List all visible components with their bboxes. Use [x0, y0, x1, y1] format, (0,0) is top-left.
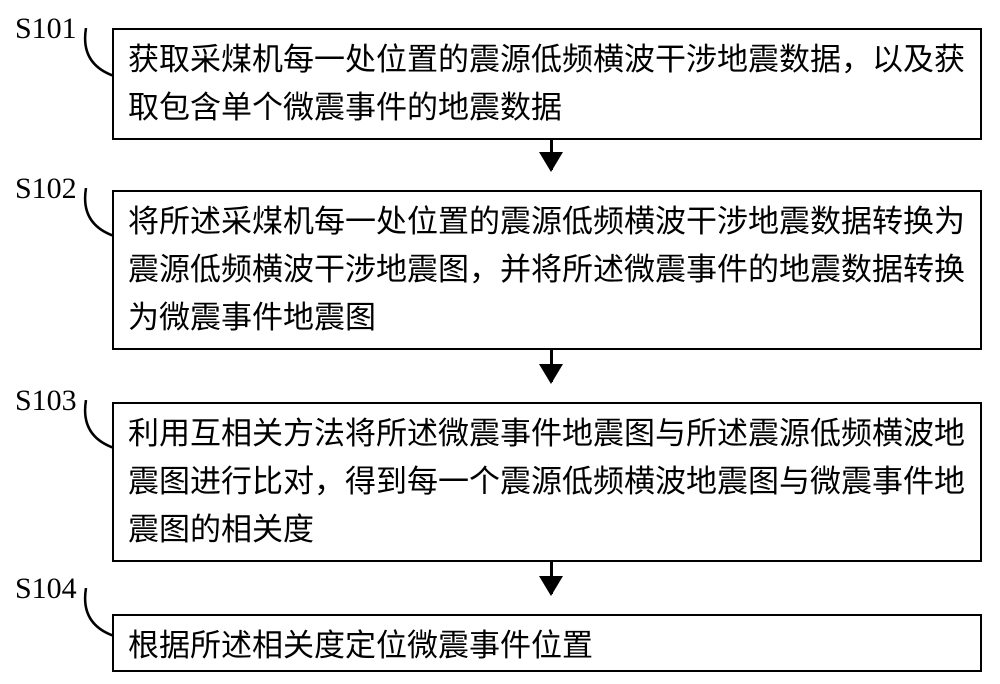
arrow-1	[550, 140, 553, 170]
step-label-s102: S102	[15, 172, 77, 206]
step-text-s103: 利用互相关方法将所述微震事件地震图与所述震源低频横波地震图进行比对，得到每一个震…	[128, 410, 966, 554]
step-box-s102: 将所述采煤机每一处位置的震源低频横波干涉地震数据转换为震源低频横波干涉地震图，并…	[112, 190, 982, 350]
arrow-3	[550, 562, 553, 594]
step-text-s101: 获取采煤机每一处位置的震源低频横波干涉地震数据，以及获取包含单个微震事件的地震数…	[128, 36, 966, 132]
step-box-s103: 利用互相关方法将所述微震事件地震图与所述震源低频横波地震图进行比对，得到每一个震…	[112, 402, 982, 562]
step-box-s101: 获取采煤机每一处位置的震源低频横波干涉地震数据，以及获取包含单个微震事件的地震数…	[112, 28, 982, 140]
arrow-2	[550, 350, 553, 382]
step-label-s101: S101	[15, 12, 77, 46]
step-label-s104: S104	[15, 572, 77, 606]
step-box-s104: 根据所述相关度定位微震事件位置	[112, 614, 982, 672]
step-text-s104: 根据所述相关度定位微震事件位置	[128, 622, 593, 670]
step-text-s102: 将所述采煤机每一处位置的震源低频横波干涉地震数据转换为震源低频横波干涉地震图，并…	[128, 198, 966, 342]
flowchart-canvas: S101 获取采煤机每一处位置的震源低频横波干涉地震数据，以及获取包含单个微震事…	[0, 0, 1000, 684]
step-label-s103: S103	[15, 384, 77, 418]
